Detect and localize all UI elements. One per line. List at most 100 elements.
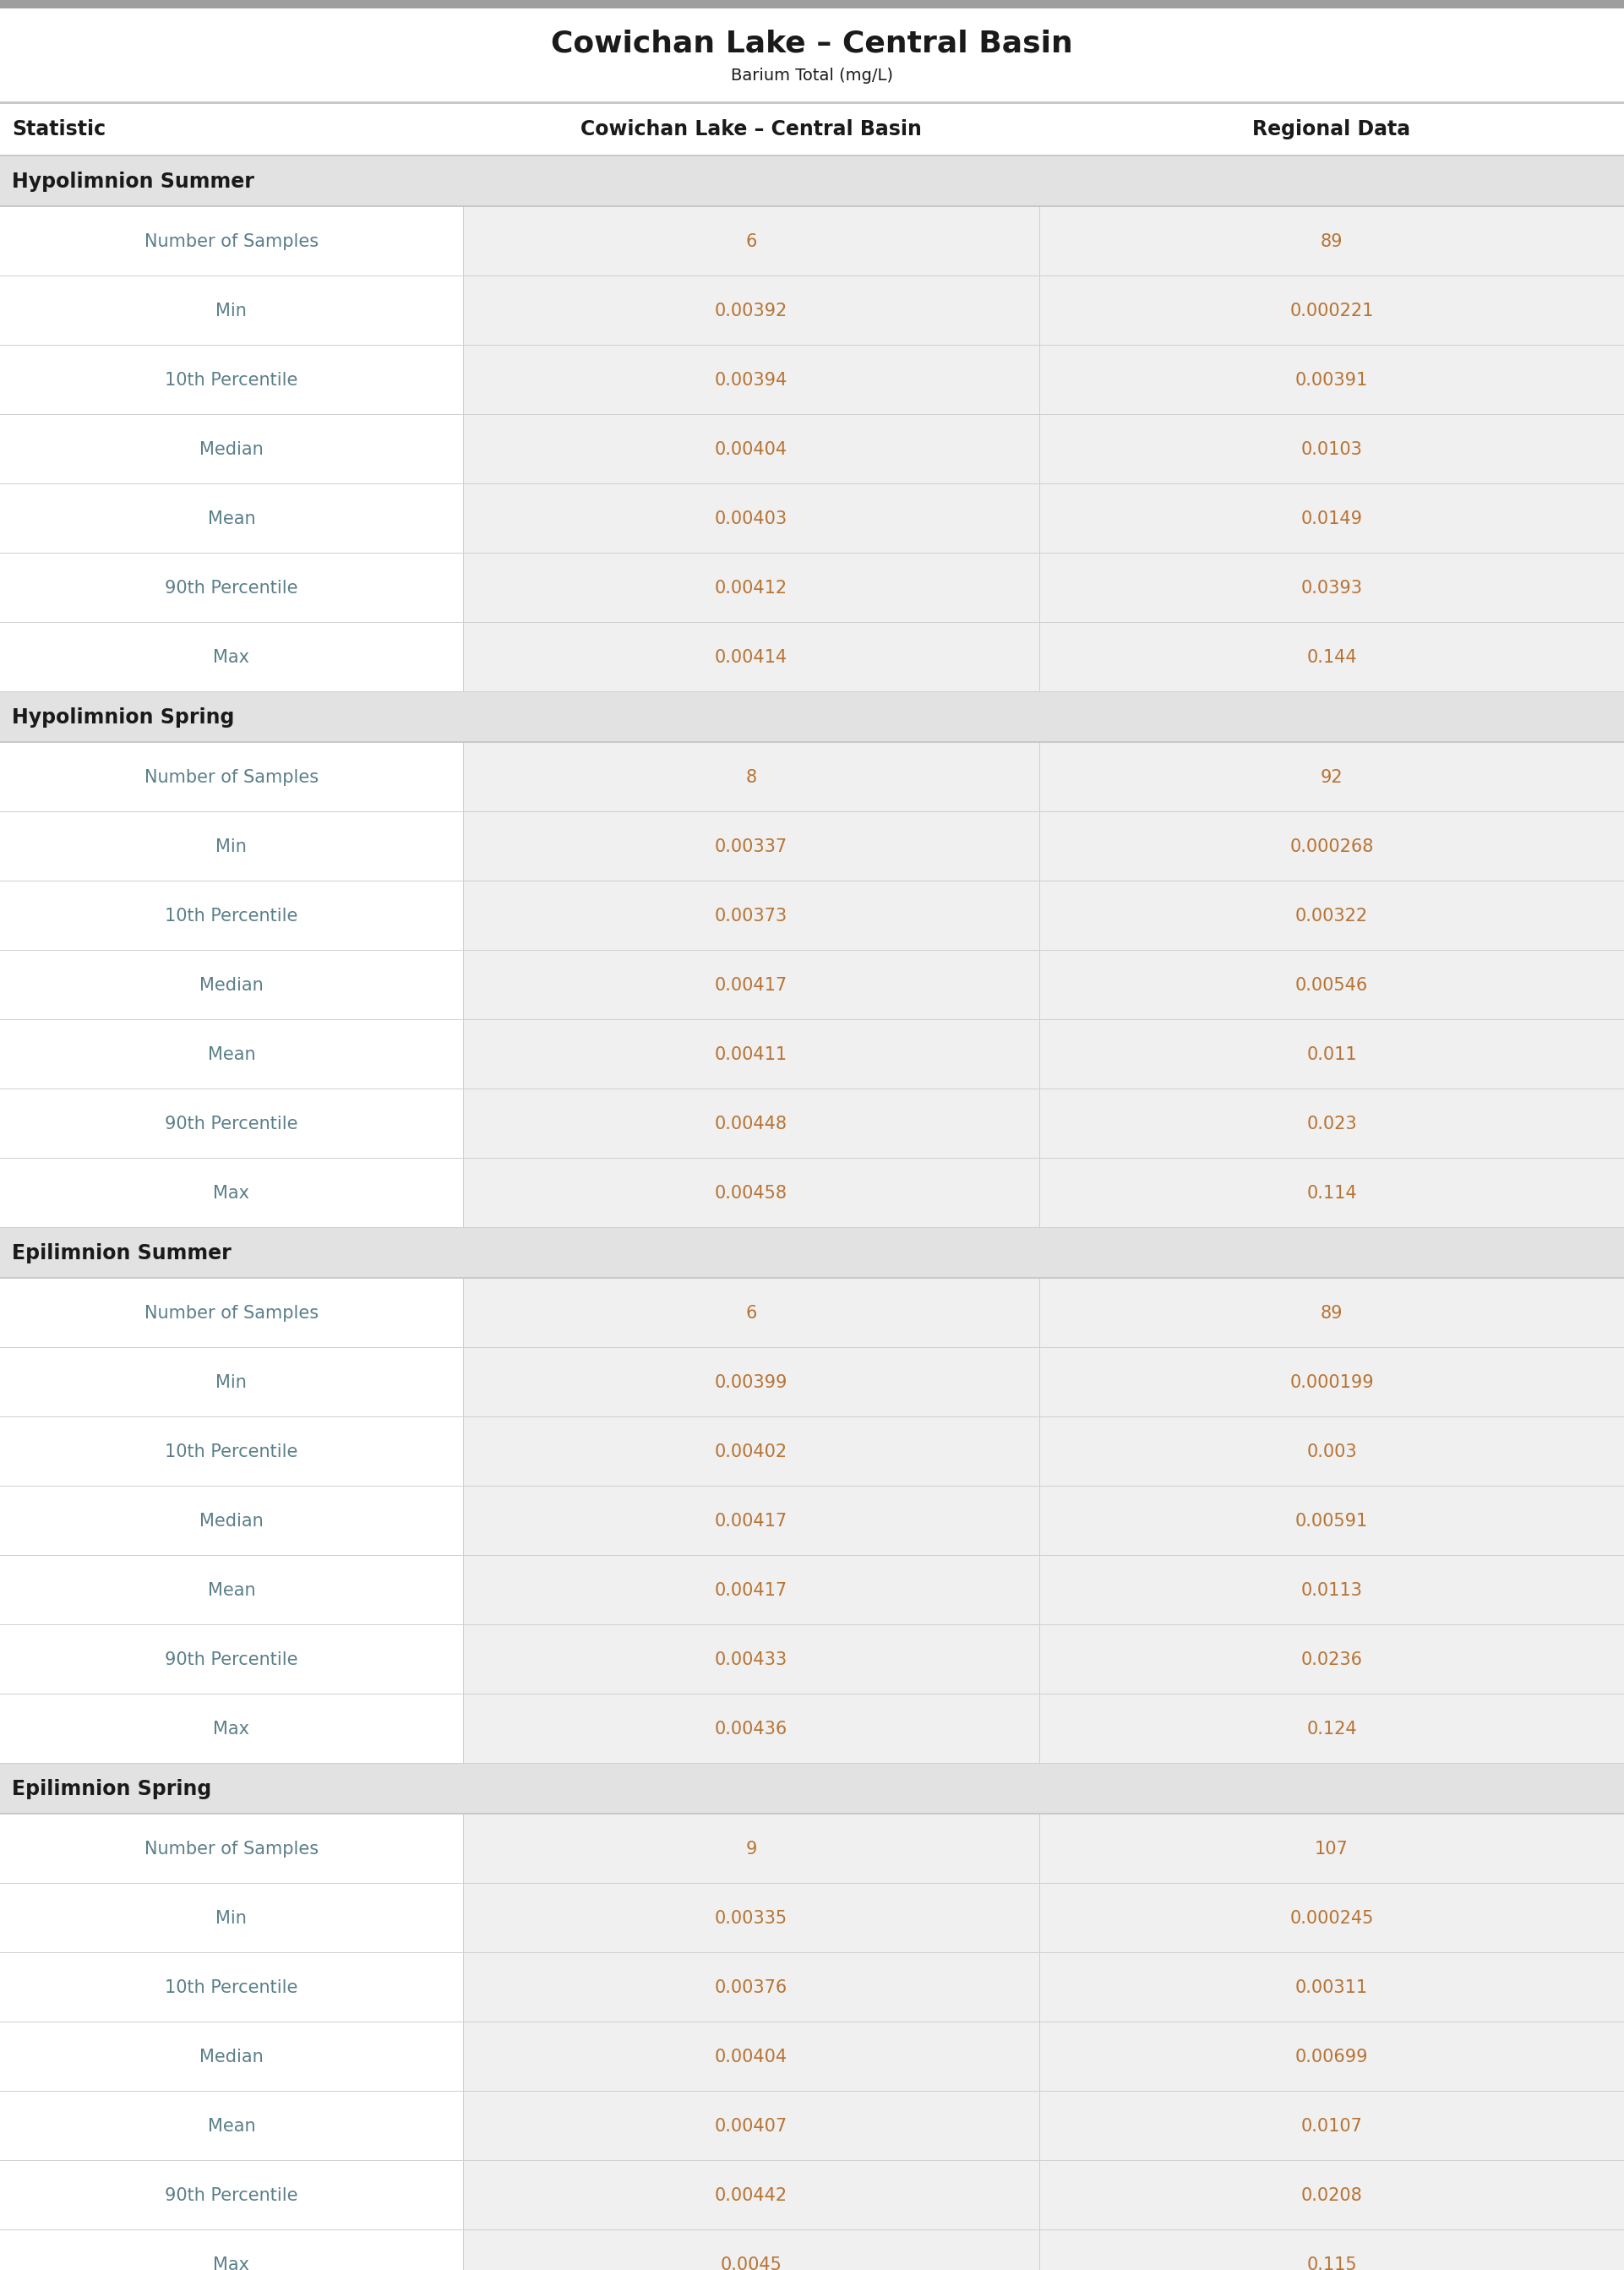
Text: 0.00394: 0.00394	[715, 372, 788, 388]
Text: 0.114: 0.114	[1306, 1185, 1358, 1201]
Bar	[1039, 1884, 1624, 1952]
Text: 89: 89	[1320, 234, 1343, 250]
Bar	[463, 1884, 1039, 1952]
Text: Max: Max	[213, 649, 250, 665]
Text: 92: 92	[1320, 770, 1343, 785]
Text: Min: Min	[216, 838, 247, 856]
Text: 90th Percentile: 90th Percentile	[166, 1650, 297, 1668]
Bar	[463, 1278, 1039, 1348]
Bar	[0, 1019, 463, 1090]
Text: Cowichan Lake – Central Basin: Cowichan Lake – Central Basin	[551, 30, 1073, 59]
Bar	[463, 1952, 1039, 2023]
Bar	[463, 1158, 1039, 1228]
Text: 90th Percentile: 90th Percentile	[166, 1115, 297, 1133]
Bar	[463, 1555, 1039, 1625]
Bar	[1039, 1693, 1624, 1764]
Text: 6: 6	[745, 1305, 757, 1321]
Text: 9: 9	[745, 1841, 757, 1857]
Bar	[1039, 345, 1624, 415]
Text: 8: 8	[745, 770, 757, 785]
Text: 0.00402: 0.00402	[715, 1444, 788, 1460]
Text: 6: 6	[745, 234, 757, 250]
Text: Mean: Mean	[208, 1046, 255, 1062]
Bar	[463, 1090, 1039, 1158]
Text: 10th Percentile: 10th Percentile	[166, 1444, 297, 1460]
Text: 0.144: 0.144	[1306, 649, 1358, 665]
Text: 0.00335: 0.00335	[715, 1909, 788, 1927]
Bar	[0, 1555, 463, 1625]
Bar	[0, 1158, 463, 1228]
Text: 0.00417: 0.00417	[715, 976, 788, 994]
Text: Mean: Mean	[208, 2118, 255, 2134]
Bar	[1039, 1019, 1624, 1090]
Text: 0.00399: 0.00399	[715, 1373, 788, 1392]
Text: 0.00436: 0.00436	[715, 1721, 788, 1737]
Bar	[463, 2231, 1039, 2270]
Bar	[0, 0, 1624, 9]
Text: Number of Samples: Number of Samples	[145, 770, 318, 785]
Bar	[0, 742, 463, 813]
Text: Epilimnion Spring: Epilimnion Spring	[11, 1780, 211, 1800]
Text: 0.0149: 0.0149	[1301, 511, 1363, 527]
Text: 90th Percentile: 90th Percentile	[166, 2188, 297, 2204]
Text: 0.00591: 0.00591	[1296, 1512, 1367, 1530]
Text: Mean: Mean	[208, 511, 255, 527]
Bar	[463, 742, 1039, 813]
Text: 0.00412: 0.00412	[715, 579, 788, 597]
Bar	[0, 1814, 463, 1884]
Bar	[0, 415, 463, 484]
Bar	[0, 1764, 1624, 1814]
Text: 0.00546: 0.00546	[1296, 976, 1367, 994]
Text: 0.00391: 0.00391	[1296, 372, 1367, 388]
Bar	[463, 1814, 1039, 1884]
Bar	[1039, 1625, 1624, 1693]
Bar	[1039, 277, 1624, 345]
Text: 0.00448: 0.00448	[715, 1115, 788, 1133]
Bar	[0, 2023, 463, 2091]
Text: Mean: Mean	[208, 1582, 255, 1598]
Bar	[0, 9, 1624, 102]
Bar	[463, 2091, 1039, 2161]
Bar	[0, 277, 463, 345]
Text: Cowichan Lake – Central Basin: Cowichan Lake – Central Basin	[580, 118, 922, 138]
Bar	[463, 622, 1039, 692]
Text: Min: Min	[216, 1373, 247, 1392]
Text: 10th Percentile: 10th Percentile	[166, 1979, 297, 1995]
Bar	[0, 2091, 463, 2161]
Bar	[0, 1348, 463, 1416]
Text: 0.000245: 0.000245	[1289, 1909, 1374, 1927]
Bar	[0, 1693, 463, 1764]
Bar	[0, 1416, 463, 1487]
Bar	[1039, 1416, 1624, 1487]
Bar	[463, 207, 1039, 277]
Bar	[1039, 1278, 1624, 1348]
Text: 0.00414: 0.00414	[715, 649, 788, 665]
Text: 0.000268: 0.000268	[1289, 838, 1374, 856]
Text: 90th Percentile: 90th Percentile	[166, 579, 297, 597]
Text: 10th Percentile: 10th Percentile	[166, 372, 297, 388]
Text: 0.00376: 0.00376	[715, 1979, 788, 1995]
Bar	[463, 1625, 1039, 1693]
Text: 0.00417: 0.00417	[715, 1512, 788, 1530]
Text: Median: Median	[200, 440, 263, 459]
Bar	[1039, 622, 1624, 692]
Text: 0.0393: 0.0393	[1301, 579, 1363, 597]
Bar	[463, 2161, 1039, 2231]
Bar	[1039, 2091, 1624, 2161]
Text: Min: Min	[216, 302, 247, 320]
Bar	[463, 345, 1039, 415]
Text: 0.00417: 0.00417	[715, 1582, 788, 1598]
Text: 89: 89	[1320, 1305, 1343, 1321]
Bar	[1039, 742, 1624, 813]
Bar	[0, 554, 463, 622]
Bar	[463, 277, 1039, 345]
Bar	[1039, 2023, 1624, 2091]
Text: 0.00392: 0.00392	[715, 302, 788, 320]
Text: 0.0236: 0.0236	[1301, 1650, 1363, 1668]
Text: 0.0103: 0.0103	[1301, 440, 1363, 459]
Text: Median: Median	[200, 976, 263, 994]
Bar	[1039, 1814, 1624, 1884]
Text: 0.00404: 0.00404	[715, 2048, 788, 2066]
Text: Max: Max	[213, 2256, 250, 2270]
Bar	[0, 104, 1624, 154]
